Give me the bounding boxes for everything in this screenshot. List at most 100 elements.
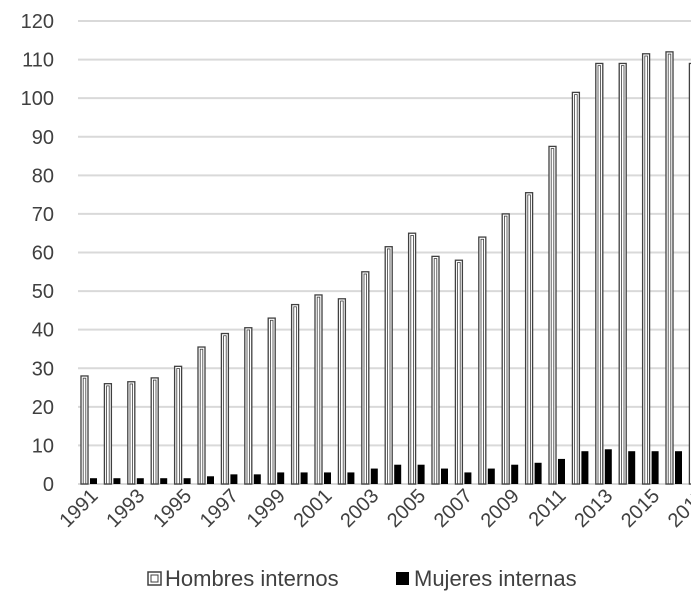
x-tick-label: 2005 <box>383 485 430 532</box>
bar-hombres-1993 <box>127 381 136 485</box>
x-tick-label: 1997 <box>196 485 243 532</box>
bar-group-1991 <box>80 375 97 485</box>
bar-mujeres-2001 <box>324 472 331 484</box>
bar-hombres-inner-1998 <box>246 329 250 485</box>
bar-group-1998 <box>244 327 261 485</box>
bar-mujeres-1999 <box>277 472 285 484</box>
legend-swatch-hombres <box>147 571 162 586</box>
bar-hombres-2016 <box>665 51 674 485</box>
bar-group-2015 <box>641 53 659 485</box>
bar-hombres-2017 <box>688 62 691 485</box>
bar-group-1997 <box>220 332 238 485</box>
bar-hombres-inner-1995 <box>176 368 180 485</box>
bar-group-1992 <box>103 383 121 485</box>
bar-hombres-inner-2002 <box>340 300 344 485</box>
bar-mujeres-2007 <box>464 472 472 484</box>
bar-hombres-2013 <box>595 62 604 485</box>
x-tick-label: 1991 <box>56 485 103 532</box>
bar-hombres-inner-1994 <box>152 379 157 485</box>
bar-mujeres-2010 <box>534 462 542 484</box>
bar-hombres-inner-2004 <box>386 248 391 485</box>
bar-hombres-1995 <box>173 365 183 485</box>
legend-label-hombres: Hombres internos <box>165 566 339 591</box>
bar-hombres-inner-2009 <box>503 215 508 485</box>
bar-hombres-inner-2012 <box>574 94 578 485</box>
bar-group-2012 <box>571 91 589 485</box>
bar-hombres-inner-2006 <box>433 258 438 485</box>
bar-group-2002 <box>337 298 355 485</box>
bar-hombres-inner-2014 <box>621 65 625 485</box>
bar-hombres-inner-1991 <box>82 377 87 485</box>
legend: Hombres internos Mujeres internas <box>147 566 577 591</box>
y-tick-label: 100 <box>21 88 54 110</box>
bar-hombres-inner-1997 <box>223 335 227 485</box>
bar-group-2017 <box>688 62 691 485</box>
bar-mujeres-2006 <box>441 468 448 484</box>
bar-hombres-1994 <box>150 377 159 485</box>
legend-label-mujeres: Mujeres internas <box>414 566 577 591</box>
bar-group-2005 <box>407 232 425 485</box>
x-tick-label: 1999 <box>243 485 290 532</box>
x-tick-label: 2011 <box>525 485 571 531</box>
bar-mujeres-1992 <box>113 478 121 484</box>
bar-hombres-inner-2016 <box>667 53 672 485</box>
bar-group-2011 <box>548 145 565 485</box>
x-axis-tick-labels: 1991 1993 1995 1997 1999 2001 2003 2005 2007 2009… <box>56 485 691 532</box>
bar-hombres-inner-2003 <box>363 273 367 485</box>
bar-group-2014 <box>618 62 636 485</box>
bar-hombres-2008 <box>478 236 487 485</box>
bar-mujeres-2016 <box>675 451 682 484</box>
bar-hombres-1991 <box>80 375 89 485</box>
bar-hombres-inner-2013 <box>597 65 601 485</box>
bar-hombres-2012 <box>571 91 581 485</box>
bar-mujeres-2012 <box>581 451 589 484</box>
bar-hombres-inner-2011 <box>550 148 555 485</box>
y-tick-label: 50 <box>32 281 54 303</box>
bar-hombres-2004 <box>384 246 393 485</box>
x-tick-label: 2001 <box>290 485 337 532</box>
bar-hombres-2010 <box>524 192 534 485</box>
bar-group-1996 <box>197 346 214 485</box>
bar-group-1994 <box>150 377 168 485</box>
bar-mujeres-2009 <box>511 464 519 484</box>
bar-hombres-2006 <box>431 255 440 485</box>
bar-hombres-2014 <box>618 62 627 485</box>
bar-group-2013 <box>595 62 612 485</box>
bar-group-2000 <box>290 303 308 485</box>
bar-group-1995 <box>173 365 191 485</box>
bar-group-1999 <box>267 317 285 485</box>
x-tick-label: 2013 <box>570 485 617 532</box>
bar-group-2008 <box>478 236 495 485</box>
x-tick-label: 2009 <box>477 485 524 532</box>
bar-hombres-2007 <box>454 259 464 485</box>
bar-group-2004 <box>384 246 402 485</box>
bar-group-1993 <box>127 381 144 485</box>
bar-hombres-inner-2008 <box>480 238 484 485</box>
bar-hombres-1997 <box>220 332 230 485</box>
bar-mujeres-2002 <box>347 472 355 484</box>
bar-group-2016 <box>665 51 682 485</box>
y-tick-label: 40 <box>32 320 54 342</box>
bar-group-2003 <box>361 271 378 485</box>
y-tick-label: 70 <box>32 204 54 226</box>
y-tick-label: 0 <box>43 474 54 496</box>
bar-mujeres-1993 <box>136 478 144 484</box>
y-axis-tick-labels: 0 10 20 30 40 50 60 70 80 90 100 110 120 <box>21 11 54 496</box>
bar-hombres-inner-1993 <box>129 383 133 485</box>
x-tick-label: 2017 <box>664 485 691 532</box>
bar-hombres-1999 <box>267 317 276 485</box>
y-tick-label: 30 <box>32 358 54 380</box>
bar-group-2009 <box>501 213 519 485</box>
bar-mujeres-2004 <box>394 464 402 484</box>
bar-mujeres-2014 <box>628 451 636 484</box>
bar-mujeres-2011 <box>558 458 565 484</box>
bar-group-2010 <box>524 192 542 485</box>
bar-hombres-inner-2010 <box>527 194 531 485</box>
bar-hombres-inner-1996 <box>199 348 204 485</box>
bar-hombres-2001 <box>314 294 323 485</box>
bar-group-2001 <box>314 294 331 485</box>
x-tick-label: 2015 <box>617 485 664 532</box>
bar-hombres-1998 <box>244 327 253 485</box>
legend-swatch-hombres-inner <box>150 574 159 583</box>
